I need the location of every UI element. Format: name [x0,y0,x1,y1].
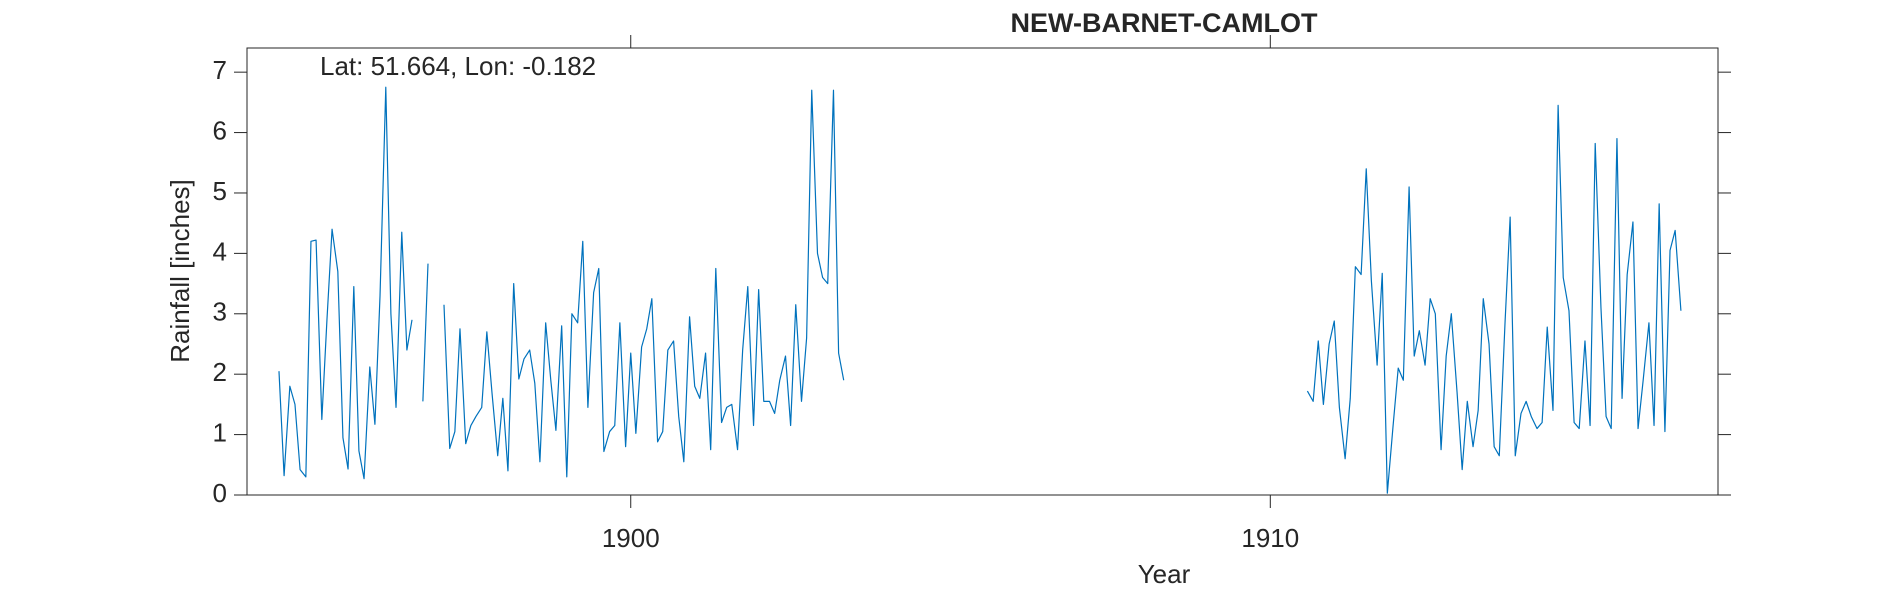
y-axis-label: Rainfall [inches] [165,179,195,363]
y-tick-label: 4 [213,236,227,266]
x-tick-label: 1910 [1241,523,1299,553]
x-axis-label: Year [1138,559,1191,589]
data-line [1306,104,1682,494]
data-line [422,263,429,402]
y-tick-label: 2 [213,357,227,387]
y-tick-label: 1 [213,417,227,447]
plot-area [246,47,1719,496]
y-tick-label: 3 [213,297,227,327]
data-line [278,86,413,480]
chart-title: NEW-BARNET-CAMLOT [1011,8,1318,38]
y-tick-label: 6 [213,115,227,145]
y-tick-label: 7 [213,55,227,85]
annotation: Lat: 51.664, Lon: -0.182 [320,51,596,81]
data-line [443,89,845,478]
y-tick-label: 0 [213,478,227,508]
x-tick-label: 1900 [602,523,660,553]
y-tick-label: 5 [213,176,227,206]
